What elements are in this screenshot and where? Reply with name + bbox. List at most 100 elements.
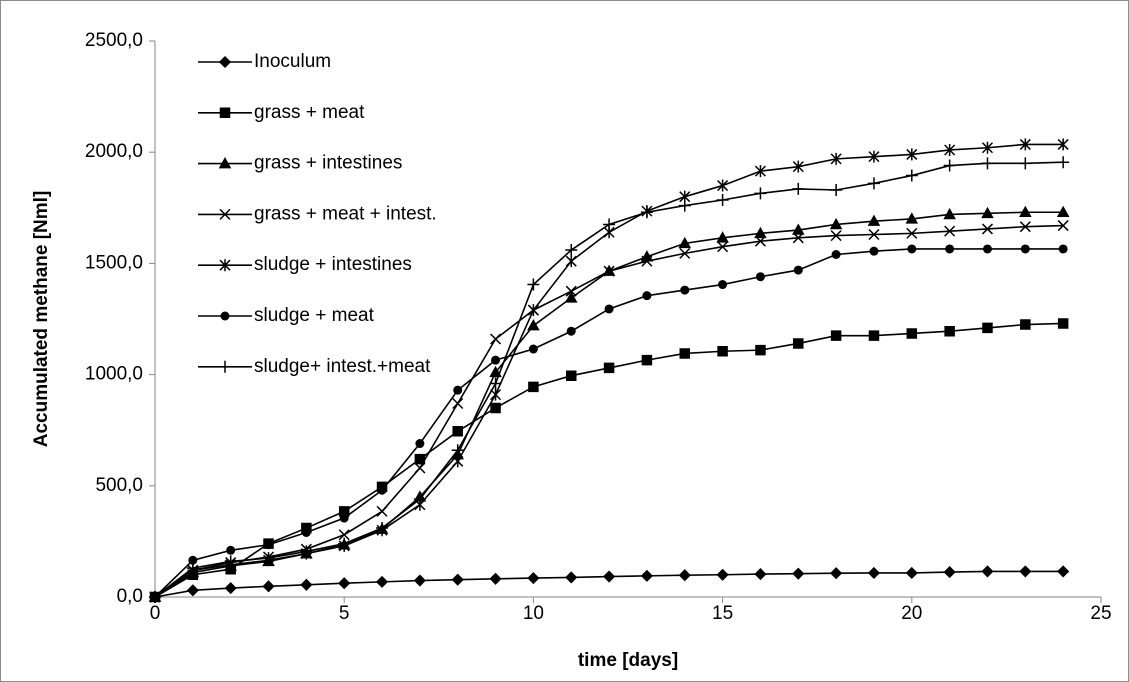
data-point — [1019, 565, 1032, 578]
data-point — [1057, 318, 1069, 329]
data-point — [377, 485, 387, 495]
data-point — [716, 568, 729, 581]
legend-label: Inoculum — [254, 51, 331, 72]
data-point — [414, 462, 426, 474]
data-point — [754, 235, 766, 247]
data-point — [413, 574, 426, 587]
data-point — [679, 348, 691, 359]
data-point — [1058, 244, 1068, 254]
legend-label: sludge + intestines — [254, 254, 412, 275]
data-point — [792, 232, 804, 244]
data-point — [982, 244, 992, 254]
data-point — [262, 552, 275, 565]
data-point — [867, 177, 880, 190]
data-point — [981, 565, 994, 578]
data-point — [338, 577, 351, 590]
data-point — [603, 265, 615, 277]
data-point — [528, 381, 539, 393]
data-point — [489, 377, 502, 390]
data-point — [830, 330, 842, 341]
data-point — [565, 571, 578, 584]
data-point — [565, 244, 578, 257]
data-point — [678, 236, 692, 249]
data-point — [868, 330, 880, 341]
data-point — [489, 572, 502, 585]
y-tick-label: 1500,0 — [85, 252, 143, 273]
x-tick-label: 20 — [901, 603, 922, 624]
data-point — [415, 439, 425, 449]
data-point — [906, 227, 918, 239]
data-point — [376, 522, 389, 535]
data-point — [338, 537, 351, 550]
data-point — [528, 344, 538, 354]
data-point — [226, 545, 236, 555]
data-point — [527, 304, 539, 317]
data-point — [717, 179, 729, 192]
data-point — [717, 345, 728, 357]
legend-label: sludge + meat — [254, 305, 375, 326]
y-tick-label: 2000,0 — [85, 141, 143, 162]
data-point — [1019, 138, 1031, 151]
data-point — [188, 555, 198, 565]
data-point — [452, 426, 463, 437]
data-point — [755, 344, 766, 356]
data-point — [981, 141, 994, 154]
data-point — [679, 247, 691, 259]
y-tick-label: 0,0 — [117, 586, 143, 607]
data-point — [376, 505, 388, 517]
legend-marker — [219, 360, 231, 373]
data-point — [149, 591, 161, 603]
data-point — [680, 285, 690, 295]
legend-marker — [219, 259, 231, 272]
data-point — [868, 228, 880, 241]
data-point — [793, 338, 804, 349]
data-point — [944, 225, 956, 237]
data-point — [906, 328, 918, 339]
data-point — [264, 540, 274, 550]
legend-label: sludge+ intest.+meat — [254, 356, 431, 377]
data-point — [413, 493, 426, 506]
data-point — [339, 513, 349, 523]
data-point — [981, 223, 994, 235]
data-point — [716, 194, 729, 207]
x-tick-label: 15 — [712, 603, 733, 624]
data-point — [224, 555, 237, 568]
data-point — [905, 566, 918, 580]
data-point — [603, 362, 615, 374]
data-point — [300, 545, 313, 558]
data-point — [301, 528, 311, 538]
data-point — [565, 285, 577, 297]
data-point — [754, 226, 767, 239]
data-point — [527, 572, 540, 585]
x-axis-title: time [days] — [578, 650, 678, 671]
data-point — [453, 385, 463, 395]
data-point — [792, 567, 805, 580]
x-tick-label: 10 — [523, 603, 544, 624]
legend-label: grass + meat — [254, 102, 365, 123]
data-point — [944, 143, 956, 156]
data-point — [1056, 205, 1070, 217]
data-point — [716, 231, 729, 243]
data-point — [754, 187, 767, 200]
data-point — [943, 566, 956, 579]
legend-marker — [220, 311, 230, 321]
legend-label: grass + meat + intest. — [254, 203, 437, 224]
x-tick-label: 25 — [1090, 603, 1111, 624]
data-point — [452, 455, 464, 468]
data-point — [300, 578, 313, 591]
data-point — [905, 212, 919, 224]
data-point — [906, 148, 918, 161]
x-tick-label: 0 — [150, 603, 161, 624]
legend-marker — [219, 208, 231, 220]
data-point — [490, 333, 502, 345]
data-point — [565, 255, 577, 268]
data-point — [338, 529, 350, 541]
y-tick-label: 500,0 — [95, 475, 143, 496]
data-point — [224, 582, 237, 595]
data-point — [982, 322, 993, 334]
data-point — [755, 272, 765, 282]
data-point — [944, 325, 955, 337]
data-point — [829, 217, 843, 230]
